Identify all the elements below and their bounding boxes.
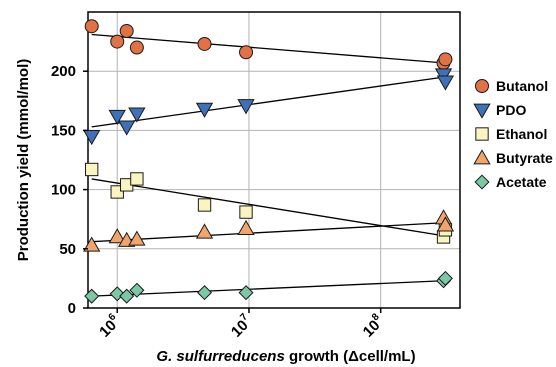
acetate-point [84, 288, 100, 304]
legend: Butanol PDO Ethanol Butyrate Acetate [473, 78, 553, 190]
fit-line-butanol [91, 33, 444, 64]
x-axis-label: G. sulfurreducens growth (Δcell/mL) [156, 348, 415, 365]
legend-item-butanol: Butanol [475, 78, 548, 94]
butanol-point [438, 52, 453, 67]
y-tick-label: 0 [68, 300, 76, 317]
acetate-point [119, 288, 135, 304]
fit-line-acetate [91, 280, 444, 297]
legend-label-pdo: PDO [496, 102, 526, 118]
butyrate-point [237, 219, 255, 236]
pdo-point [237, 99, 255, 115]
data-points [83, 19, 455, 304]
butyrate-point [436, 216, 455, 232]
acetate-point [196, 285, 213, 301]
legend-item-acetate: Acetate [474, 174, 547, 190]
series-acetate [84, 270, 453, 304]
ethanol-point [239, 205, 253, 219]
y-tick-label: 100 [51, 182, 76, 199]
pdo-point [436, 75, 455, 91]
grid [88, 12, 460, 309]
pdo-point [195, 102, 214, 118]
series-butanol [84, 19, 453, 70]
acetate-point [238, 285, 254, 301]
ethanol-point [130, 172, 144, 186]
butyrate-point [128, 230, 146, 246]
y-tick-label: 150 [51, 122, 76, 139]
legend-item-butyrate: Butyrate [473, 149, 553, 166]
plot-frame [87, 11, 461, 309]
acetate-point [129, 282, 145, 298]
series-pdo [83, 68, 455, 146]
ethanol-point [85, 162, 99, 177]
legend-marker-acetate [474, 174, 490, 190]
fit-line-butyrate [91, 222, 444, 243]
y-axis-ticks: 0 50 100 150 200 [51, 63, 88, 317]
y-tick-label: 200 [51, 63, 76, 80]
butyrate-point [108, 228, 126, 244]
series-ethanol [85, 162, 453, 244]
pdo-point [83, 129, 101, 146]
butyrate-point [83, 236, 101, 252]
x-axis-label-rest: growth (Δcell/mL) [285, 348, 416, 365]
butanol-point [197, 36, 212, 51]
ethanol-point [197, 198, 212, 212]
legend-marker-ethanol [475, 127, 489, 141]
x-tick-label: 108 [358, 311, 387, 340]
y-axis-label: Production yield (mmol/mol) [15, 59, 32, 262]
x-axis-label-species: G. sulfurreducens [156, 348, 284, 365]
pdo-point [108, 109, 126, 125]
x-tick-label: 106 [95, 311, 124, 340]
legend-label-acetate: Acetate [496, 174, 547, 190]
fit-lines [91, 33, 444, 297]
legend-label-butyrate: Butyrate [496, 150, 553, 166]
butanol-point [129, 40, 144, 55]
butanol-point [110, 34, 125, 49]
acetate-point [437, 270, 453, 286]
fit-line-ethanol [91, 178, 444, 237]
legend-marker-butanol [475, 79, 489, 93]
y-tick-label: 50 [59, 241, 76, 258]
butanol-point [119, 23, 134, 38]
x-tick-label: 107 [226, 311, 255, 340]
butyrate-point [195, 223, 214, 239]
pdo-point [128, 107, 146, 123]
fit-line-pdo [91, 76, 444, 128]
legend-marker-butyrate [473, 149, 491, 165]
legend-label-butanol: Butanol [496, 78, 548, 94]
x-axis-ticks: 106 107 108 [95, 308, 387, 341]
butanol-point [239, 45, 254, 60]
legend-item-pdo: PDO [473, 102, 526, 119]
butanol-point [84, 19, 99, 34]
legend-label-ethanol: Ethanol [496, 126, 547, 142]
series-butyrate [83, 209, 455, 252]
pdo-point [118, 120, 136, 136]
legend-marker-pdo [473, 103, 491, 119]
legend-item-ethanol: Ethanol [475, 126, 547, 142]
